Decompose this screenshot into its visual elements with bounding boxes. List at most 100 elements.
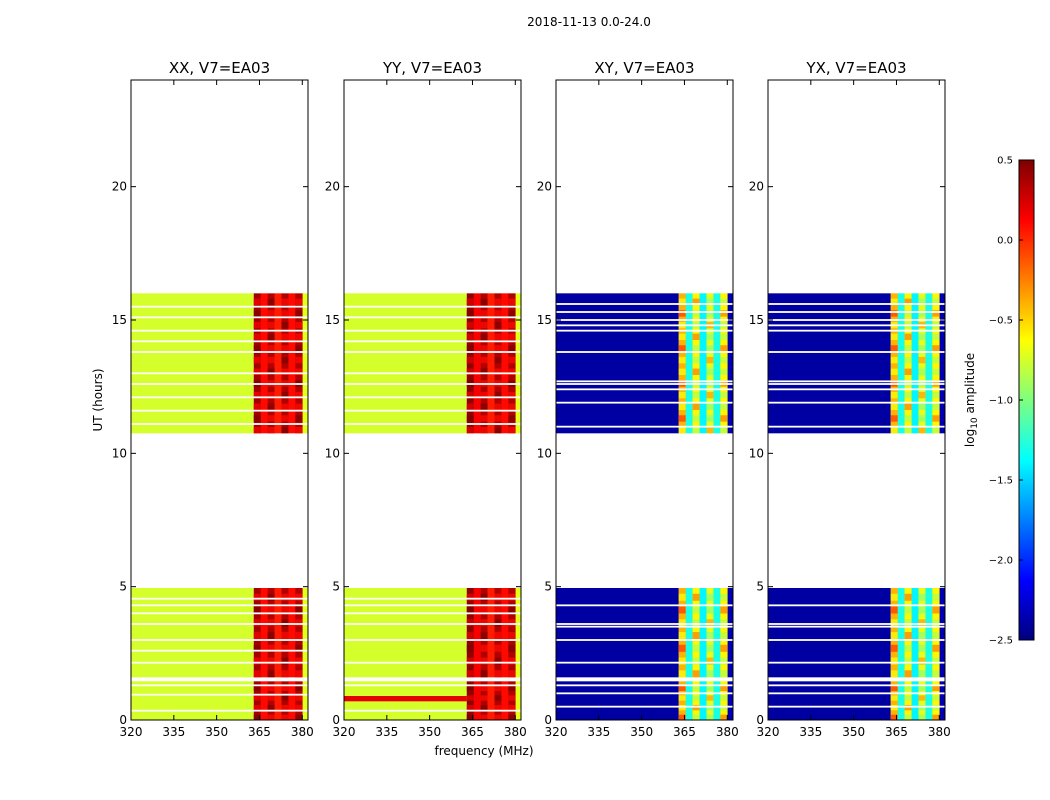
rfi-cell bbox=[267, 593, 275, 601]
rfi-cell bbox=[932, 714, 940, 720]
rfi-cell bbox=[890, 426, 898, 434]
rfi-cell bbox=[508, 632, 516, 640]
x-tick-label: 335 bbox=[162, 725, 185, 739]
rfi-cell bbox=[253, 310, 261, 317]
rfi-cell bbox=[890, 606, 898, 614]
background-region bbox=[515, 588, 521, 678]
rfi-cell bbox=[706, 368, 714, 375]
flagged-row bbox=[131, 305, 308, 308]
rfi-cell bbox=[890, 657, 898, 665]
background-region bbox=[727, 681, 733, 720]
panel-4-heatmap bbox=[768, 293, 945, 720]
rfi-cell bbox=[253, 670, 261, 678]
y-tick-label: 0 bbox=[332, 713, 340, 727]
x-tick-label: 350 bbox=[418, 725, 441, 739]
y-tick-label: 5 bbox=[756, 580, 764, 594]
rfi-cell bbox=[295, 415, 303, 422]
rfi-cell bbox=[466, 426, 474, 434]
rfi-cell bbox=[480, 310, 488, 317]
flagged-row bbox=[131, 597, 308, 600]
background-region bbox=[768, 293, 891, 434]
rfi-cell bbox=[932, 657, 940, 665]
rfi-cell bbox=[692, 391, 700, 399]
rfi-cell bbox=[295, 632, 303, 640]
rfi-cell bbox=[253, 593, 261, 601]
flagged-row bbox=[131, 604, 308, 607]
y-tick-label: 15 bbox=[537, 313, 552, 327]
background-region bbox=[727, 293, 733, 434]
rfi-cell bbox=[720, 644, 728, 652]
colorbar-tick-label: −2.5 bbox=[989, 636, 1013, 647]
rfi-cell bbox=[692, 670, 700, 678]
rfi-cell bbox=[281, 705, 289, 711]
rfi-strip bbox=[267, 293, 275, 434]
rfi-cell bbox=[494, 321, 502, 329]
flagged-row bbox=[131, 623, 308, 625]
rfi-cell bbox=[466, 415, 474, 422]
rfi-cell bbox=[253, 321, 261, 329]
rfi-strip bbox=[897, 681, 905, 720]
rfi-cell bbox=[295, 619, 303, 627]
rfi-cell bbox=[706, 606, 714, 614]
rfi-cell bbox=[480, 368, 488, 375]
rfi-cell bbox=[692, 705, 700, 711]
rfi-cell bbox=[720, 298, 728, 305]
flagged-row bbox=[131, 684, 308, 687]
flagged-row bbox=[768, 351, 945, 353]
rfi-strip bbox=[911, 588, 919, 678]
rfi-cell bbox=[281, 619, 289, 627]
x-tick-label: 335 bbox=[799, 725, 822, 739]
rfi-cell bbox=[678, 685, 686, 691]
rfi-cell bbox=[692, 310, 700, 317]
rfi-cell bbox=[932, 368, 940, 375]
rfi-cell bbox=[692, 345, 700, 352]
flagged-row bbox=[768, 705, 945, 708]
rfi-cell bbox=[281, 644, 289, 652]
rfi-cell bbox=[508, 415, 516, 422]
rfi-cell bbox=[267, 644, 275, 652]
rfi-cell bbox=[466, 310, 474, 317]
rfi-cell bbox=[692, 415, 700, 422]
y-tick-label: 20 bbox=[325, 180, 340, 194]
rfi-cell bbox=[253, 695, 261, 701]
rfi-cell bbox=[494, 714, 502, 720]
flagged-row bbox=[768, 380, 945, 383]
rfi-cell bbox=[494, 644, 502, 652]
rfi-cell bbox=[253, 606, 261, 614]
flagged-row bbox=[344, 684, 521, 687]
rfi-cell bbox=[932, 695, 940, 701]
flagged-row bbox=[344, 661, 521, 664]
rfi-cell bbox=[466, 606, 474, 614]
rfi-strip bbox=[473, 293, 481, 434]
rfi-cell bbox=[281, 345, 289, 352]
rfi-cell bbox=[295, 403, 303, 410]
rfi-cell bbox=[890, 356, 898, 364]
rfi-cell bbox=[480, 403, 488, 410]
flagged-row bbox=[131, 639, 308, 641]
rfi-cell bbox=[918, 298, 926, 305]
rfi-cell bbox=[508, 310, 516, 317]
rfi-cell bbox=[295, 426, 303, 434]
rfi-cell bbox=[253, 705, 261, 711]
rfi-strip bbox=[501, 293, 509, 434]
x-tick-label: 380 bbox=[291, 725, 314, 739]
rfi-cell bbox=[932, 310, 940, 317]
rfi-cell bbox=[466, 356, 474, 364]
rfi-cell bbox=[466, 593, 474, 601]
panel-title: XX, V7=EA03 bbox=[169, 59, 270, 77]
rfi-cell bbox=[918, 606, 926, 614]
rfi-cell bbox=[678, 356, 686, 364]
colorbar-tick-label: 0.5 bbox=[997, 156, 1013, 167]
rfi-cell bbox=[267, 705, 275, 711]
rfi-cell bbox=[494, 298, 502, 305]
rfi-strip bbox=[466, 293, 474, 434]
colorbar-tick-label: −0.5 bbox=[989, 316, 1013, 327]
rfi-cell bbox=[720, 657, 728, 665]
rfi-strip bbox=[897, 588, 905, 678]
rfi-strip bbox=[713, 293, 721, 434]
rfi-cell bbox=[890, 619, 898, 627]
rfi-strip bbox=[274, 588, 282, 678]
rfi-cell bbox=[720, 606, 728, 614]
rfi-cell bbox=[267, 632, 275, 640]
rfi-cell bbox=[267, 695, 275, 701]
